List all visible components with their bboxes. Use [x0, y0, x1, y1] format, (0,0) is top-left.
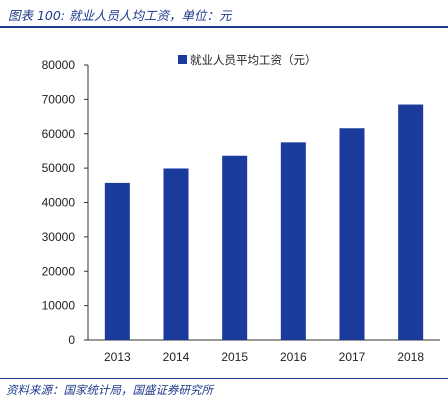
- bar-2018: [398, 104, 424, 340]
- x-axis-labels: 2013 2014 2015 2016 2017 2018: [104, 350, 424, 364]
- y-tick-label: 0: [68, 333, 75, 347]
- x-tick-label: 2017: [339, 350, 366, 364]
- legend-swatch: [178, 55, 187, 64]
- y-tick-label: 50000: [42, 161, 76, 175]
- bar-2016: [280, 142, 306, 340]
- bar-2013: [104, 182, 130, 340]
- y-axis-ticks: 0 10000 20000 30000 40000 50000 60000 70000 8000…: [42, 58, 88, 347]
- y-tick-label: 10000: [42, 299, 76, 313]
- source-note: 资料来源：国家统计局，国盛证券研究所: [6, 383, 213, 397]
- x-tick-label: 2018: [397, 350, 424, 364]
- x-tick-label: 2014: [163, 350, 190, 364]
- bar-series: [104, 104, 424, 340]
- chart-legend: 就业人员平均工资（元）: [178, 53, 317, 67]
- y-tick-label: 80000: [42, 58, 76, 72]
- y-tick-label: 40000: [42, 196, 76, 210]
- title-divider: [0, 26, 448, 28]
- y-tick-label: 30000: [42, 230, 76, 244]
- x-tick-label: 2013: [104, 350, 131, 364]
- bar-2014: [163, 168, 189, 340]
- bar-2017: [339, 128, 365, 340]
- y-tick-label: 20000: [42, 264, 76, 278]
- source-divider: [0, 378, 448, 379]
- x-tick-label: 2016: [280, 350, 307, 364]
- y-tick-label: 60000: [42, 127, 76, 141]
- figure-title: 图表 100: 就业人员人均工资，单位：元: [8, 8, 232, 23]
- bar-2015: [222, 155, 248, 340]
- y-tick-label: 70000: [42, 92, 76, 106]
- x-tick-label: 2015: [221, 350, 248, 364]
- legend-label: 就业人员平均工资（元）: [190, 53, 317, 67]
